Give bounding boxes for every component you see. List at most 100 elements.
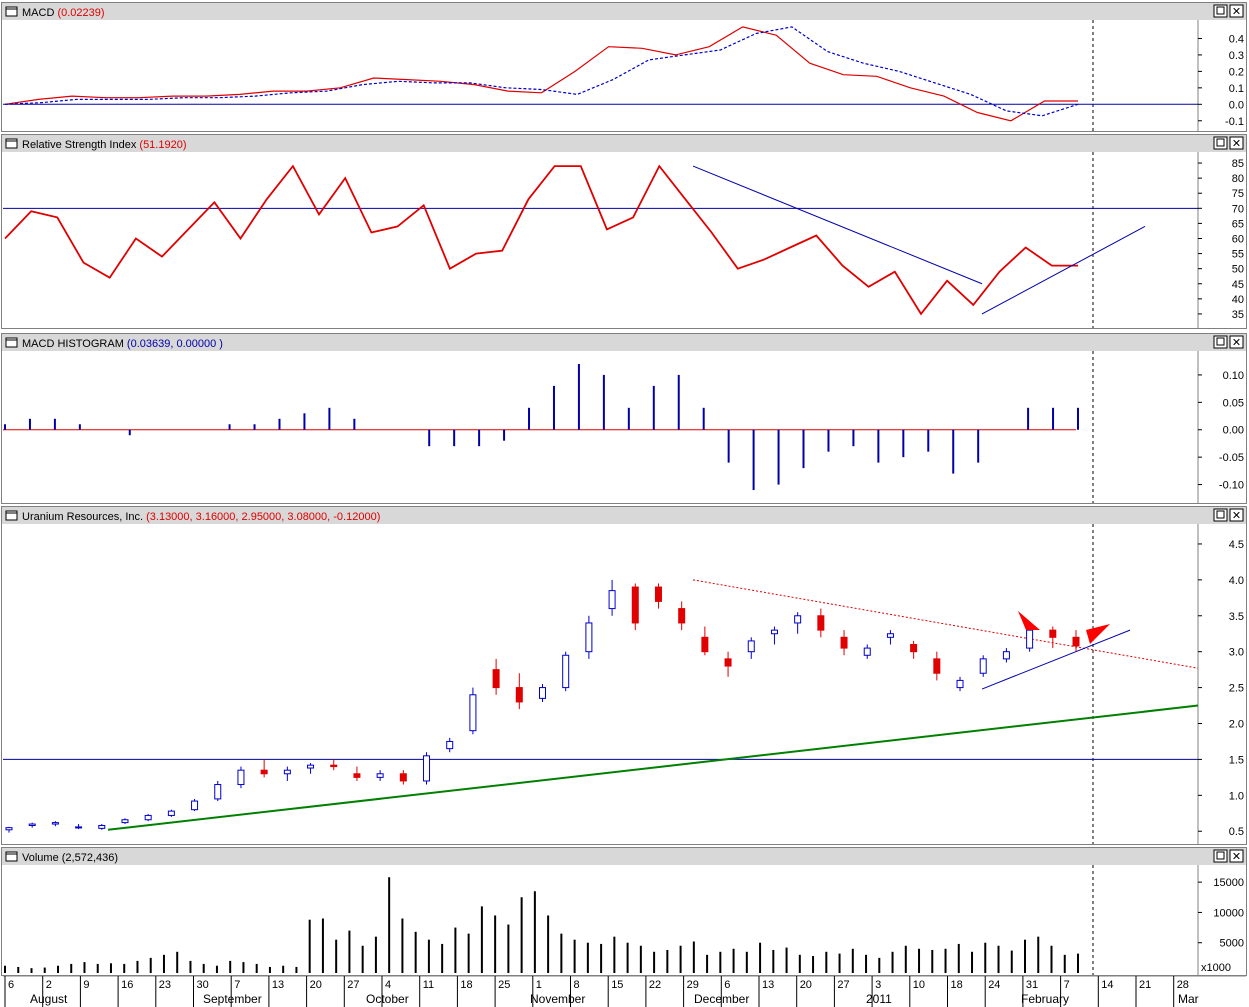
panel-icon bbox=[5, 337, 18, 348]
restore-icon bbox=[1216, 138, 1225, 147]
candle-body bbox=[5, 827, 13, 831]
candle-body bbox=[1049, 629, 1057, 638]
x-day-label: 3 bbox=[875, 979, 881, 991]
close-button-box[interactable] bbox=[1229, 849, 1244, 863]
candle-body bbox=[237, 769, 245, 786]
x-day-label: 30 bbox=[197, 979, 209, 991]
x-day-label: 25 bbox=[498, 979, 510, 991]
candle-body bbox=[562, 654, 570, 689]
candle-body bbox=[1072, 636, 1080, 647]
x-day-label: 31 bbox=[1026, 979, 1038, 991]
x-day-label: 22 bbox=[649, 979, 661, 991]
panel-value: (2,572,436) bbox=[62, 852, 118, 864]
panel-title-bar bbox=[2, 334, 1246, 351]
y-tick-label: 0.4 bbox=[1229, 33, 1244, 45]
x-day-label: 9 bbox=[83, 979, 89, 991]
y-tick-label: 85 bbox=[1232, 158, 1244, 170]
x-day-label: 13 bbox=[762, 979, 774, 991]
y-tick-label: 2.5 bbox=[1229, 683, 1244, 695]
resistance-trendline bbox=[692, 579, 1199, 669]
x-month-label: October bbox=[366, 992, 409, 1006]
x-day-label: 7 bbox=[1064, 979, 1070, 991]
y-tick-label: -0.05 bbox=[1219, 452, 1244, 464]
x-day-label: 29 bbox=[687, 979, 699, 991]
candle-body bbox=[446, 740, 454, 750]
candle-body bbox=[492, 669, 500, 689]
close-button[interactable]: ✕ bbox=[1229, 335, 1244, 349]
restore-button[interactable] bbox=[1213, 335, 1228, 349]
candle-body bbox=[1026, 629, 1034, 649]
candle-body bbox=[98, 824, 106, 829]
rsi-down-trendline bbox=[692, 165, 983, 285]
candle-body bbox=[654, 586, 662, 602]
restore-button[interactable] bbox=[1213, 508, 1228, 522]
candle-body bbox=[376, 773, 384, 778]
x-month-label: December bbox=[694, 992, 749, 1006]
close-icon: ✕ bbox=[1232, 6, 1241, 18]
candle-body bbox=[886, 633, 894, 638]
candle-body bbox=[585, 622, 593, 653]
y-tick-label: 15000 bbox=[1213, 877, 1244, 889]
panel-title: Relative Strength Index (51.1920) bbox=[22, 139, 187, 151]
short-term-trendline bbox=[981, 629, 1131, 690]
candle-body bbox=[260, 769, 268, 775]
x-day-label: 1 bbox=[536, 979, 542, 991]
y-tick-label: 4.5 bbox=[1229, 539, 1244, 551]
x-day-label: 7 bbox=[234, 979, 240, 991]
y-tick-label: 60 bbox=[1232, 233, 1244, 245]
restore-icon bbox=[1216, 510, 1225, 519]
candle-body bbox=[191, 800, 199, 811]
close-button-box[interactable] bbox=[1229, 136, 1244, 150]
arrow-marker bbox=[1018, 611, 1040, 630]
x-day-label: 6 bbox=[724, 979, 730, 991]
candle-body bbox=[121, 819, 129, 824]
y-tick-label: 1.0 bbox=[1229, 790, 1244, 802]
x-day-label: 18 bbox=[460, 979, 472, 991]
y-tick-label: 35 bbox=[1232, 309, 1244, 321]
panel-title-bar bbox=[2, 135, 1246, 152]
y-tick-label: 0.10 bbox=[1223, 370, 1244, 382]
close-button[interactable]: ✕ bbox=[1229, 4, 1244, 18]
candle-body bbox=[539, 687, 546, 699]
x-day-label: 2 bbox=[46, 979, 52, 991]
close-icon: ✕ bbox=[1232, 510, 1241, 522]
panel-vol: Volume (2,572,436) ✕ bbox=[1, 847, 1247, 976]
y-tick-label: 5000 bbox=[1220, 938, 1244, 950]
restore-button[interactable] bbox=[1213, 136, 1228, 150]
close-button[interactable]: ✕ bbox=[1229, 508, 1244, 522]
x-day-label: 20 bbox=[800, 979, 812, 991]
y-tick-label: 10000 bbox=[1213, 907, 1244, 919]
y-tick-label: 50 bbox=[1232, 264, 1244, 276]
panel-frame bbox=[1, 847, 1247, 976]
x-day-label: 18 bbox=[951, 979, 963, 991]
close-button[interactable]: ✕ bbox=[1229, 849, 1244, 863]
candle-body bbox=[956, 679, 964, 689]
panel-title: MACD HISTOGRAM (0.03639, 0.00000 ) bbox=[22, 338, 223, 350]
candle-body bbox=[399, 773, 407, 782]
candle-body bbox=[75, 826, 83, 829]
close-button-box[interactable] bbox=[1229, 4, 1244, 18]
close-button[interactable]: ✕ bbox=[1229, 136, 1244, 150]
candle-body bbox=[423, 755, 431, 782]
y-tick-label: 0.1 bbox=[1229, 83, 1244, 95]
panel-value: (3.13000, 3.16000, 2.95000, 3.08000, -0.… bbox=[146, 511, 380, 523]
close-button-box[interactable] bbox=[1229, 508, 1244, 522]
candle-body bbox=[933, 658, 941, 674]
close-button-box[interactable] bbox=[1229, 335, 1244, 349]
y-tick-label: 40 bbox=[1232, 294, 1244, 306]
restore-button[interactable] bbox=[1213, 4, 1228, 18]
restore-icon bbox=[1216, 851, 1225, 860]
panel-icon bbox=[5, 510, 18, 521]
candle-body bbox=[307, 764, 315, 769]
close-icon: ✕ bbox=[1232, 851, 1241, 863]
panel-price: Uranium Resources, Inc. (3.13000, 3.1600… bbox=[1, 506, 1247, 845]
candle-body bbox=[28, 823, 36, 826]
panel-macd: MACD (0.02239) ✕ bbox=[1, 2, 1247, 132]
restore-button[interactable] bbox=[1213, 849, 1228, 863]
panel-title: Uranium Resources, Inc. (3.13000, 3.1600… bbox=[22, 511, 380, 523]
candle-body bbox=[283, 769, 291, 775]
panel-frame bbox=[1, 134, 1247, 329]
x-month-label: September bbox=[203, 992, 262, 1006]
x-month-label: August bbox=[30, 992, 68, 1006]
